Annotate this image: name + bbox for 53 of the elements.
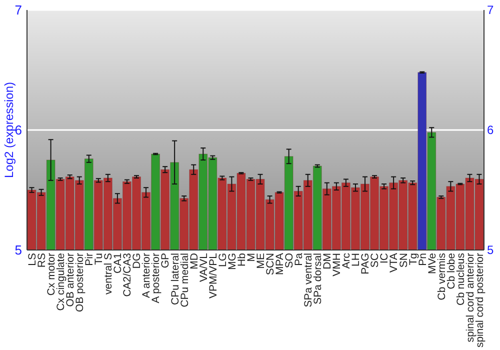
x-tick-label: Cb vermis xyxy=(436,253,448,300)
y-tick-label: 6 xyxy=(14,122,22,138)
x-tick-label: Cx cingulate xyxy=(55,252,67,311)
x-tick-label: SC xyxy=(369,252,382,268)
x-tick-label: Hb xyxy=(236,252,248,266)
x-tick-label: MPA xyxy=(274,253,286,275)
x-tick-label: GP xyxy=(160,253,172,268)
x-tick-label: Tu xyxy=(93,252,106,265)
x-tick-label: SN xyxy=(398,253,410,268)
x-tick-label: Cb lobe xyxy=(445,252,458,290)
x-tick-label: CA2/CA3 xyxy=(122,252,134,297)
x-tick-label: Arc xyxy=(340,253,353,269)
x-tick-label: Tg xyxy=(407,252,420,266)
x-tick-label: VTA xyxy=(388,253,400,273)
x-tick-label: OB anterior xyxy=(64,252,77,307)
x-tick-label: RS xyxy=(36,253,48,268)
x-tick-label: Cb nucleus xyxy=(454,253,467,306)
y-axis-title: Log2 (expression) xyxy=(2,82,16,178)
x-tick-label: ME xyxy=(254,253,267,269)
x-tick-label: LS xyxy=(26,253,38,266)
x-tick-label: spinal cord anterior xyxy=(464,252,476,342)
x-tick-label: LH xyxy=(350,253,362,266)
x-tick-label: VMH xyxy=(331,253,344,276)
x-tick-label: ventral S xyxy=(102,253,115,294)
x-tick-label: LG xyxy=(216,253,229,268)
y2-tick-label: 6 xyxy=(487,123,494,138)
x-tick-label: DG xyxy=(131,253,144,269)
x-tick-label: Cx motor xyxy=(45,252,58,296)
y-tick-label: 5 xyxy=(14,242,22,258)
x-tick-label: Pir xyxy=(84,252,96,266)
x-tick-label: DM xyxy=(322,253,334,270)
x-tick-label: MVe xyxy=(426,252,438,274)
x-tick-label: OB posterior xyxy=(74,252,86,312)
x-tick-label: MD xyxy=(188,252,200,270)
x-tick-label: Pa xyxy=(293,252,306,266)
x-tick-label: SO xyxy=(284,253,296,268)
x-tick-label: MG xyxy=(226,253,238,270)
x-tick-label: VPM/VPL xyxy=(207,252,220,299)
x-tick-label: IC xyxy=(378,252,391,264)
y2-tick-label: 5 xyxy=(487,243,494,258)
x-tick-label: A posterior xyxy=(150,252,162,304)
x-tick-label: CA1 xyxy=(112,252,124,274)
x-tick-label: SCN xyxy=(264,253,276,276)
x-tick-label: M xyxy=(245,253,258,262)
y2-tick-label: 7 xyxy=(487,3,494,18)
x-tick-label: VA/VL xyxy=(198,252,210,282)
x-tick-label: SPa dorsal xyxy=(312,253,324,304)
x-tick-label: CPu medial xyxy=(178,253,191,308)
x-tick-label: CPu lateral xyxy=(169,253,182,305)
x-tick-label: A anterior xyxy=(140,252,153,298)
y-tick-label: 7 xyxy=(14,2,22,18)
x-tick-label: PAG xyxy=(360,253,372,274)
x-tick-label: spinal cord posterior xyxy=(474,252,486,348)
